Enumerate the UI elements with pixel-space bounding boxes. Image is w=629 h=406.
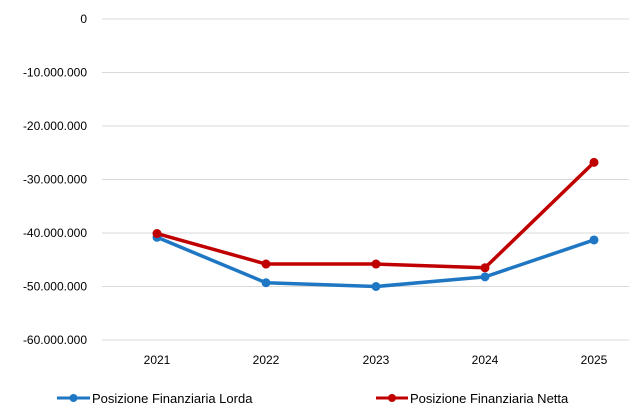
data-point bbox=[480, 272, 490, 282]
y-tick-label: -10.000.000 bbox=[23, 66, 87, 80]
data-point bbox=[261, 278, 271, 288]
y-axis-ticks: 0 -10.000.000 -20.000.000 -30.000.000 -40.00… bbox=[23, 12, 87, 347]
data-point bbox=[589, 157, 599, 167]
legend-marker bbox=[388, 394, 396, 402]
data-point bbox=[480, 263, 490, 273]
y-tick-label: -60.000.000 bbox=[23, 333, 87, 347]
x-tick-label: 2022 bbox=[253, 353, 280, 367]
data-point bbox=[371, 259, 381, 269]
y-tick-label: -50.000.000 bbox=[23, 280, 87, 294]
x-axis-ticks: 2021 2022 2023 2024 2025 bbox=[144, 353, 608, 367]
x-tick-label: 2025 bbox=[581, 353, 608, 367]
grid bbox=[102, 18, 629, 341]
data-point bbox=[589, 235, 599, 245]
y-tick-label: -30.000.000 bbox=[23, 173, 87, 187]
y-tick-label: 0 bbox=[80, 12, 87, 26]
legend-label: Posizione Finanziaria Netta bbox=[410, 391, 569, 406]
x-tick-label: 2021 bbox=[144, 353, 171, 367]
data-point bbox=[152, 229, 162, 239]
data-point bbox=[371, 282, 381, 291]
legend-marker bbox=[69, 394, 78, 402]
x-tick-label: 2024 bbox=[472, 353, 499, 367]
legend-label: Posizione Finanziaria Lorda bbox=[92, 391, 253, 406]
data-point bbox=[261, 259, 271, 269]
y-tick-label: -40.000.000 bbox=[23, 226, 87, 240]
series-line-2 bbox=[155, 160, 596, 270]
legend: Posizione Finanziaria Lorda Posizione Fin… bbox=[57, 391, 569, 406]
x-tick-label: 2023 bbox=[363, 353, 390, 367]
series bbox=[152, 157, 599, 291]
y-tick-label: -20.000.000 bbox=[23, 119, 87, 133]
